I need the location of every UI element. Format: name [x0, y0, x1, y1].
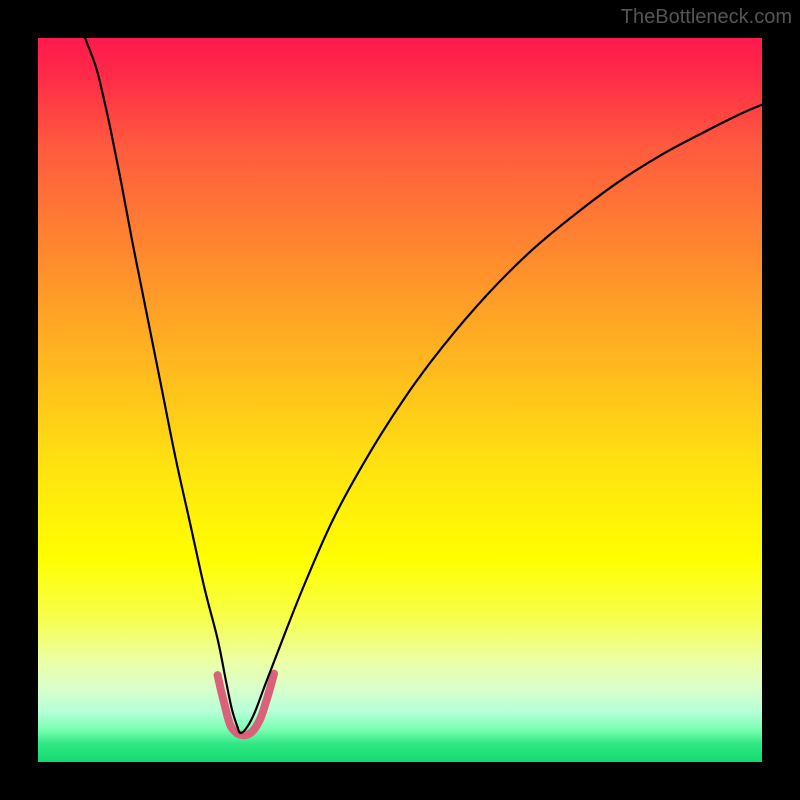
chart-container: TheBottleneck.com: [0, 0, 800, 800]
curve-layer: [38, 38, 762, 762]
bottleneck-curve: [85, 38, 762, 733]
watermark-text: TheBottleneck.com: [621, 6, 792, 29]
plot-area: [38, 38, 762, 762]
